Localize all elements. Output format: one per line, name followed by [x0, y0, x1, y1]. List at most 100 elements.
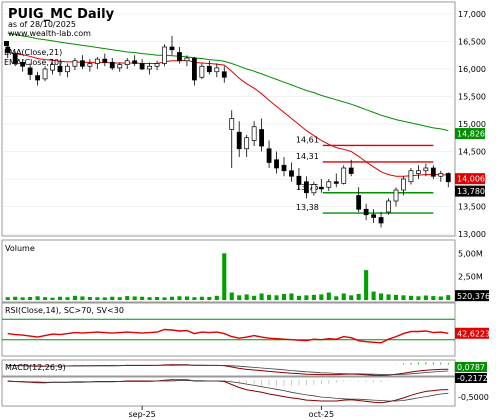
volume-bar	[289, 293, 294, 300]
level-label: 14,61	[296, 135, 319, 144]
volume-bar	[147, 297, 152, 300]
value-tag	[455, 128, 485, 140]
volume-bar	[72, 295, 77, 300]
x-tick-label: sep-25	[129, 410, 156, 419]
candle-down	[221, 71, 227, 78]
volume-bar	[5, 297, 10, 300]
candle-down	[206, 65, 212, 73]
macd-line-lower	[7, 379, 449, 404]
volume-bar	[281, 293, 287, 300]
legend-ema70: EMA(Close,70)	[4, 58, 62, 67]
macd-signal-line-lower	[7, 380, 449, 402]
candle-up	[199, 65, 205, 78]
volume-bar	[57, 296, 63, 300]
volume-bar	[237, 295, 242, 300]
volume-bar	[20, 297, 25, 300]
candle-up	[229, 118, 235, 130]
ema70-line	[7, 32, 449, 132]
volume-bar	[319, 294, 324, 300]
volume-bar	[244, 294, 249, 300]
price-y-tick: 13,500	[458, 203, 486, 212]
candle-down	[356, 195, 362, 210]
value-tag	[455, 173, 485, 185]
candle-up	[50, 64, 55, 71]
candle-down	[348, 167, 354, 174]
price-y-tick: 16,500	[458, 38, 486, 47]
volume-bar	[379, 293, 384, 300]
candle-down	[169, 46, 175, 51]
price-y-tick: 15,000	[458, 120, 486, 129]
chart-title: PUIG_MC Daily	[8, 7, 115, 22]
candle-up	[341, 167, 347, 184]
volume-bar	[349, 295, 354, 300]
volume-bar	[222, 253, 227, 300]
volume-bar	[207, 297, 212, 300]
volume-bar	[408, 295, 413, 300]
macd-y-tick: -0,5000	[458, 393, 489, 402]
volume-bar	[95, 297, 100, 300]
candle-up	[393, 189, 399, 202]
macd-title: MACD(12,26,9)	[5, 363, 66, 372]
candle-down	[289, 170, 294, 177]
candle-up	[423, 167, 429, 172]
candle-up	[42, 68, 48, 80]
volume-bar	[13, 296, 18, 300]
volume-bar	[43, 297, 48, 300]
volume-y-tick: 5,00M	[458, 249, 483, 258]
price-y-tick: 15,500	[458, 93, 486, 102]
price-pane	[1, 1, 456, 237]
candle-up	[147, 65, 153, 70]
volume-bar	[393, 294, 399, 300]
volume-bar	[304, 295, 309, 300]
macd-hist-tag	[455, 362, 487, 372]
candle-down	[318, 186, 324, 190]
candle-down	[296, 175, 302, 185]
candle-down	[236, 131, 242, 150]
macd-lower-frame	[1, 376, 456, 407]
chart-date: as of 28/10/2025	[8, 20, 76, 29]
volume-bar	[259, 293, 264, 300]
volume-bar	[102, 297, 107, 300]
value-tag-label: 14,826	[457, 130, 485, 139]
candle-down	[445, 173, 451, 183]
candle-down	[191, 57, 197, 81]
value-tag	[455, 185, 485, 197]
macd-lines	[1, 362, 456, 407]
volume-bar	[386, 294, 391, 300]
candle-up	[72, 60, 78, 67]
macd-tag	[455, 373, 487, 383]
candle-down	[259, 129, 265, 147]
candle-up	[214, 67, 220, 73]
volume-bar	[192, 297, 197, 300]
candle-down	[79, 60, 85, 67]
price-y-tick: 13,000	[458, 230, 486, 239]
candle-up	[415, 170, 421, 174]
volume-bars	[5, 253, 451, 300]
candle-down	[57, 65, 63, 73]
volume-bar	[423, 295, 428, 300]
candle-down	[5, 46, 11, 53]
candle-down	[378, 217, 384, 224]
volume-bar	[446, 295, 451, 300]
candle-up	[184, 57, 190, 62]
candle-down	[430, 167, 436, 177]
candle-up	[326, 181, 332, 188]
macd-tag-label: -0,2172	[457, 374, 488, 383]
volume-bar	[311, 294, 316, 300]
volume-bar	[334, 296, 339, 300]
volume-bar	[267, 294, 272, 300]
volume-bar	[371, 291, 376, 300]
volume-bar	[341, 293, 346, 300]
candle-down	[281, 164, 287, 172]
volume-bar	[125, 296, 130, 300]
volume-bar	[132, 296, 137, 300]
candle-down	[35, 75, 41, 81]
volume-y-tick: 2,50M	[458, 273, 483, 282]
rsi-lines	[2, 318, 455, 344]
candle-up	[65, 65, 70, 73]
candle-up	[386, 200, 391, 213]
value-tag-label: 14,006	[457, 175, 485, 184]
x-axis-ticks: sep-25 oct-25	[129, 406, 334, 419]
volume-bar	[117, 297, 122, 300]
